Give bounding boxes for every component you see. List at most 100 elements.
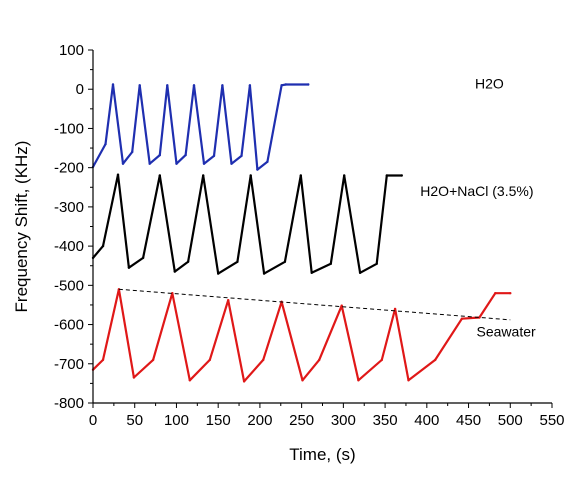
x-tick-label: 350: [373, 412, 398, 429]
data-point: [131, 150, 134, 154]
data-point: [310, 271, 313, 274]
x-tick-label: 300: [331, 412, 356, 429]
data-point: [101, 244, 105, 248]
data-point: [227, 299, 230, 302]
data-point: [175, 162, 178, 165]
annotation-layer: H2O H2O+NaCl (3.5%) Seawater: [420, 75, 536, 339]
data-point: [217, 272, 220, 275]
data-point: [400, 174, 403, 177]
y-tick-label: -800: [54, 395, 84, 412]
data-point: [186, 260, 190, 263]
series-seawater: [91, 288, 512, 383]
data-point: [141, 256, 145, 260]
x-tick-label: 400: [414, 412, 439, 429]
x-tick-label: 500: [498, 412, 523, 429]
data-point: [434, 358, 437, 362]
data-point: [249, 174, 252, 177]
data-point: [284, 83, 287, 86]
data-point: [166, 84, 169, 87]
data-point: [104, 142, 107, 146]
data-point: [101, 358, 105, 362]
data-point: [111, 83, 115, 86]
data-point: [173, 270, 176, 273]
data-point: [358, 271, 362, 274]
data-point: [171, 292, 174, 295]
annotation-label: H2O+NaCl (3.5%): [420, 183, 533, 199]
data-point: [188, 379, 191, 382]
data-point: [307, 83, 310, 86]
x-tick-label: 550: [539, 412, 564, 429]
data-point: [301, 379, 304, 382]
y-tick-label: -400: [54, 238, 84, 255]
data-point: [343, 174, 346, 177]
y-axis-title: Frequency Shift, (KHz): [12, 141, 31, 313]
data-point: [208, 358, 211, 362]
annotation-label: H2O: [475, 75, 504, 91]
series-layer: [91, 83, 512, 383]
y-tick-label: -300: [54, 199, 84, 216]
axes-layer: 100 0 -100 -200 -300 -400 -500 -600 -700 -800 0 50 1…: [54, 42, 565, 429]
data-point: [192, 84, 196, 87]
data-point: [121, 162, 125, 165]
data-point: [248, 84, 252, 87]
y-tick-label: -100: [54, 120, 84, 137]
data-point: [116, 173, 120, 176]
data-point: [407, 379, 410, 382]
data-point: [318, 358, 321, 362]
x-tick-label: 250: [289, 412, 314, 429]
series-h2o: [91, 83, 310, 171]
y-tick-label: 100: [59, 42, 84, 59]
data-point: [280, 84, 283, 87]
series-line: [92, 83, 309, 171]
data-point: [256, 168, 259, 171]
data-point: [236, 260, 239, 263]
data-point: [138, 84, 141, 87]
data-point: [202, 174, 205, 177]
data-point: [266, 160, 269, 163]
y-tick-label: 0: [76, 81, 84, 98]
data-point: [184, 153, 187, 157]
y-tick-label: -500: [54, 277, 84, 294]
x-tick-label: 200: [247, 412, 272, 429]
data-point: [221, 84, 224, 87]
data-point: [385, 174, 388, 177]
trend-line: [118, 288, 511, 321]
data-point: [127, 266, 131, 269]
series-line: [92, 173, 402, 275]
x-axis-title: Time, (s): [289, 445, 355, 464]
x-tick-label: 450: [456, 412, 481, 429]
y-tick-label: -700: [54, 356, 84, 373]
series-h2o-nacl-3-5: [91, 173, 403, 275]
data-point: [375, 262, 378, 265]
series-line: [92, 288, 511, 383]
data-point: [283, 260, 287, 263]
annotation-label: Seawater: [477, 323, 536, 339]
y-tick-label: -200: [54, 160, 84, 177]
data-point: [329, 262, 332, 265]
data-point: [158, 153, 161, 157]
data-point: [158, 174, 161, 177]
data-point: [132, 376, 136, 379]
x-tick-label: 50: [126, 412, 143, 429]
data-point: [380, 358, 383, 362]
data-point: [299, 174, 302, 177]
data-point: [242, 380, 246, 383]
data-point: [357, 379, 360, 382]
data-point: [212, 154, 216, 158]
data-point: [230, 162, 233, 165]
x-tick-label: 150: [206, 412, 231, 429]
x-tick-label: 100: [164, 412, 189, 429]
data-point: [148, 162, 151, 165]
data-point: [460, 317, 464, 320]
y-tick-label: -600: [54, 317, 84, 334]
trend-layer: [118, 288, 511, 321]
data-point: [240, 154, 243, 158]
data-point: [393, 307, 397, 311]
data-point: [202, 162, 206, 165]
x-tick-label: 0: [89, 412, 97, 429]
data-point: [262, 272, 266, 275]
data-point: [509, 292, 512, 295]
data-point: [151, 358, 155, 362]
data-point: [262, 358, 265, 362]
